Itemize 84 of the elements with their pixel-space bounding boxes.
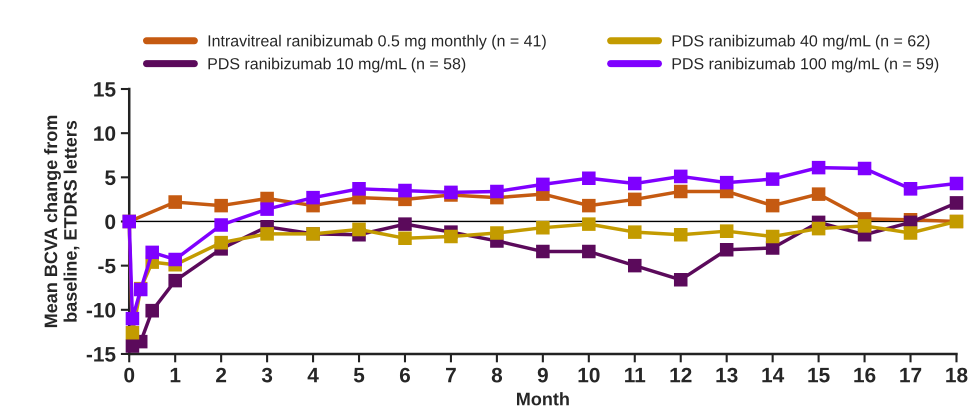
- legend-label: PDS ranibizumab 10 mg/mL (n = 58): [208, 58, 466, 73]
- point: [168, 274, 182, 288]
- point: [126, 312, 140, 326]
- y-tick-label: -15: [86, 347, 116, 362]
- point: [628, 192, 642, 206]
- point: [720, 176, 734, 190]
- point: [145, 304, 159, 318]
- point: [444, 186, 458, 200]
- point: [490, 184, 504, 198]
- point: [398, 232, 412, 246]
- x-tick-label: 16: [854, 368, 876, 382]
- point: [674, 228, 688, 242]
- point: [444, 230, 458, 244]
- legend-label: Intravitreal ranibizumab 0.5 mg monthly (n = 41): [208, 34, 546, 50]
- x-tick-label: 9: [538, 368, 548, 382]
- x-tick-label: 2: [216, 368, 226, 382]
- point: [352, 182, 366, 196]
- legend-label: PDS ranibizumab 100 mg/mL (n = 59): [672, 58, 938, 73]
- point: [490, 226, 504, 240]
- point: [720, 224, 734, 238]
- y-tick-label: 0: [105, 214, 116, 230]
- point: [766, 230, 780, 244]
- x-tick-label: 3: [262, 368, 272, 382]
- point: [582, 244, 596, 258]
- point: [582, 198, 596, 212]
- x-tick-label: 5: [354, 368, 364, 382]
- point: [306, 190, 320, 204]
- point: [950, 176, 964, 190]
- y-tick-label: 15: [94, 82, 116, 97]
- point: [214, 236, 228, 250]
- y-tick-label: 5: [105, 170, 116, 186]
- point: [145, 246, 159, 260]
- point: [398, 184, 412, 198]
- point: [168, 195, 182, 209]
- point: [858, 219, 872, 233]
- x-tick-label: 0: [124, 368, 134, 382]
- x-tick-label: 1: [170, 368, 180, 382]
- point: [628, 225, 642, 239]
- x-tick-label: 13: [716, 368, 738, 382]
- point: [214, 218, 228, 232]
- point: [582, 171, 596, 185]
- y-tick-label: -10: [86, 302, 116, 318]
- point: [858, 162, 872, 176]
- point: [674, 184, 688, 198]
- x-tick-label: 8: [492, 368, 502, 382]
- x-tick-label: 12: [670, 368, 692, 382]
- y-axis-title: Mean BCVA change from baseline, ETDRS letters: [44, 116, 80, 328]
- point: [812, 187, 826, 201]
- point: [904, 226, 918, 240]
- legend-label: PDS ranibizumab 40 mg/mL (n = 62): [672, 34, 930, 50]
- x-tick-label: 15: [808, 368, 830, 382]
- point: [674, 273, 688, 287]
- y-tick-label: 10: [94, 126, 116, 141]
- point: [812, 160, 826, 174]
- point: [674, 170, 688, 184]
- point: [126, 326, 140, 340]
- x-tick-label: 18: [946, 368, 968, 382]
- point: [260, 202, 274, 216]
- x-tick-label: 6: [400, 368, 410, 382]
- point: [628, 258, 642, 272]
- x-tick-label: 4: [308, 368, 319, 382]
- point: [168, 252, 182, 266]
- point: [214, 198, 228, 212]
- x-tick-label: 14: [762, 368, 784, 382]
- point: [812, 222, 826, 236]
- point: [582, 217, 596, 231]
- x-tick-label: 17: [900, 368, 922, 382]
- point: [260, 227, 274, 241]
- x-tick-label: 10: [578, 368, 600, 382]
- x-tick-label: 7: [446, 368, 456, 382]
- x-axis-title: Month: [516, 392, 569, 406]
- point: [904, 182, 918, 196]
- point: [628, 176, 642, 190]
- point: [536, 178, 550, 192]
- point: [720, 242, 734, 257]
- point: [950, 196, 964, 210]
- point: [536, 244, 550, 258]
- point: [766, 172, 780, 186]
- y-tick-label: -5: [98, 258, 116, 274]
- point: [766, 198, 780, 212]
- point: [352, 222, 366, 236]
- point: [536, 220, 550, 234]
- point: [398, 217, 412, 231]
- x-tick-label: 11: [625, 368, 646, 382]
